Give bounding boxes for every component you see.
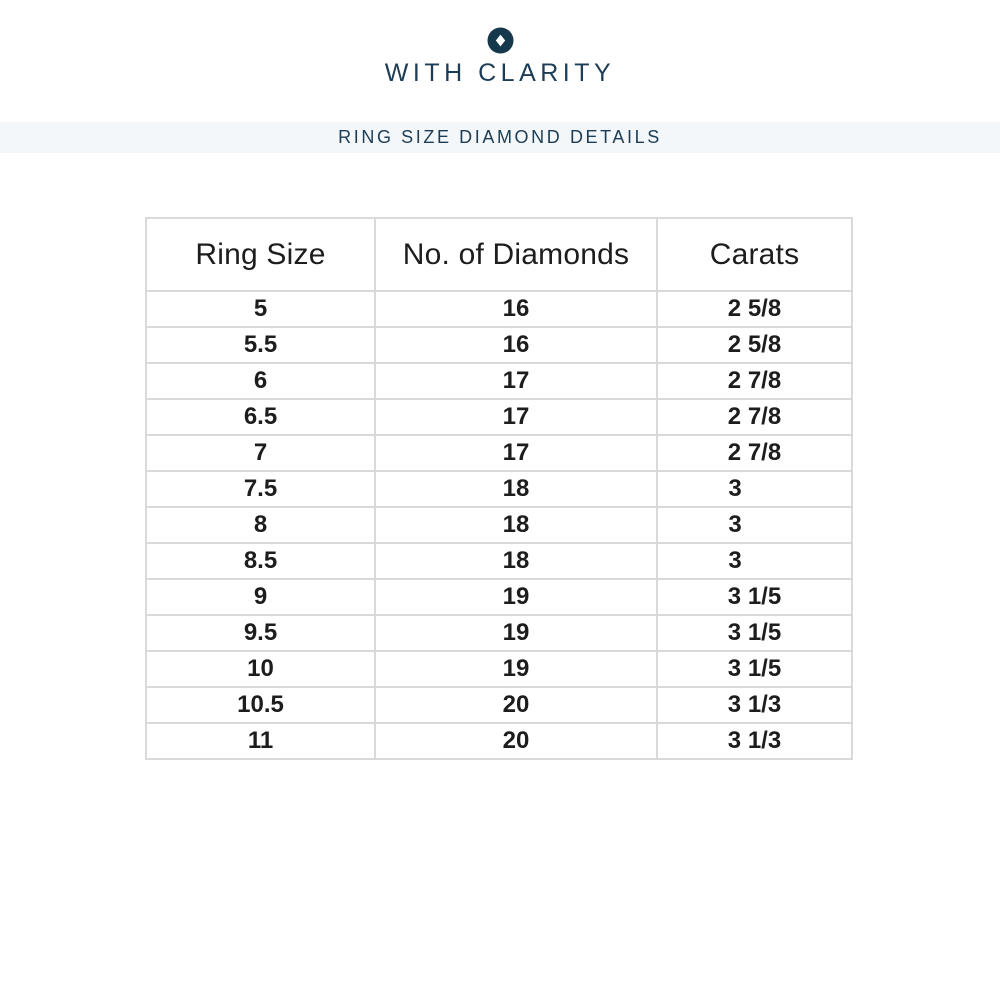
table-cell: 9 [145, 578, 376, 616]
ring-size-table: Ring Size No. of Diamonds Carats 5 16 2 … [145, 217, 853, 760]
table-cell: 2 5/8 [656, 290, 853, 328]
table-header-ring-size: Ring Size [145, 217, 376, 292]
table-cell: 16 [374, 326, 658, 364]
banner-title: RING SIZE DIAMOND DETAILS [338, 127, 662, 147]
table-cell: 3 1/3 [656, 722, 853, 760]
table-header-carats: Carats [656, 217, 853, 292]
table-cell: 2 5/8 [656, 326, 853, 364]
table-cell: 16 [374, 290, 658, 328]
table-cell: 6.5 [145, 398, 376, 436]
table-cell: 3 1/3 [656, 686, 853, 724]
table-body: 5 16 2 5/8 5.5 16 2 5/8 6 17 2 7/8 6.5 1… [145, 290, 853, 760]
table-cell: 7 [145, 434, 376, 472]
table-cell: 8 [145, 506, 376, 544]
table-cell: 2 7/8 [656, 362, 853, 400]
table-cell: 3 [656, 470, 853, 508]
table-cell: 17 [374, 362, 658, 400]
diamond-in-circle-icon [487, 27, 514, 59]
table-cell: 9.5 [145, 614, 376, 652]
table-cell: 3 [656, 542, 853, 580]
table-row: 7 17 2 7/8 [145, 434, 853, 472]
table-row: 5.5 16 2 5/8 [145, 326, 853, 364]
table-cell: 10 [145, 650, 376, 688]
table-row: 10 19 3 1/5 [145, 650, 853, 688]
table-cell: 20 [374, 722, 658, 760]
table-cell: 2 7/8 [656, 398, 853, 436]
table-cell: 10.5 [145, 686, 376, 724]
table-row: 8 18 3 [145, 506, 853, 544]
table-cell: 18 [374, 542, 658, 580]
table-row: 5 16 2 5/8 [145, 290, 853, 328]
table-row: 7.5 18 3 [145, 470, 853, 508]
table-row: 10.5 20 3 1/3 [145, 686, 853, 724]
table-cell: 2 7/8 [656, 434, 853, 472]
table-row: 9 19 3 1/5 [145, 578, 853, 616]
table-cell: 19 [374, 650, 658, 688]
table-cell: 17 [374, 434, 658, 472]
table-cell: 5.5 [145, 326, 376, 364]
table-cell: 17 [374, 398, 658, 436]
table-cell: 11 [145, 722, 376, 760]
logo-row [0, 27, 1000, 59]
table-cell: 18 [374, 506, 658, 544]
table-wrap: Ring Size No. of Diamonds Carats 5 16 2 … [145, 217, 853, 760]
table-row: 9.5 19 3 1/5 [145, 614, 853, 652]
table-cell: 8.5 [145, 542, 376, 580]
banner: RING SIZE DIAMOND DETAILS [0, 122, 1000, 153]
table-header-no-of-diamonds: No. of Diamonds [374, 217, 658, 292]
table-row: 11 20 3 1/3 [145, 722, 853, 760]
table-cell: 3 1/5 [656, 578, 853, 616]
table-row: 8.5 18 3 [145, 542, 853, 580]
table-cell: 7.5 [145, 470, 376, 508]
table-cell: 3 [656, 506, 853, 544]
table-cell: 5 [145, 290, 376, 328]
table-row: 6.5 17 2 7/8 [145, 398, 853, 436]
brand-name: WITH CLARITY [384, 59, 616, 87]
table-cell: 3 1/5 [656, 650, 853, 688]
table-cell: 19 [374, 614, 658, 652]
table-header-row: Ring Size No. of Diamonds Carats [145, 217, 853, 292]
table-cell: 19 [374, 578, 658, 616]
table-cell: 3 1/5 [656, 614, 853, 652]
table-cell: 20 [374, 686, 658, 724]
table-cell: 18 [374, 470, 658, 508]
table-cell: 6 [145, 362, 376, 400]
table-row: 6 17 2 7/8 [145, 362, 853, 400]
